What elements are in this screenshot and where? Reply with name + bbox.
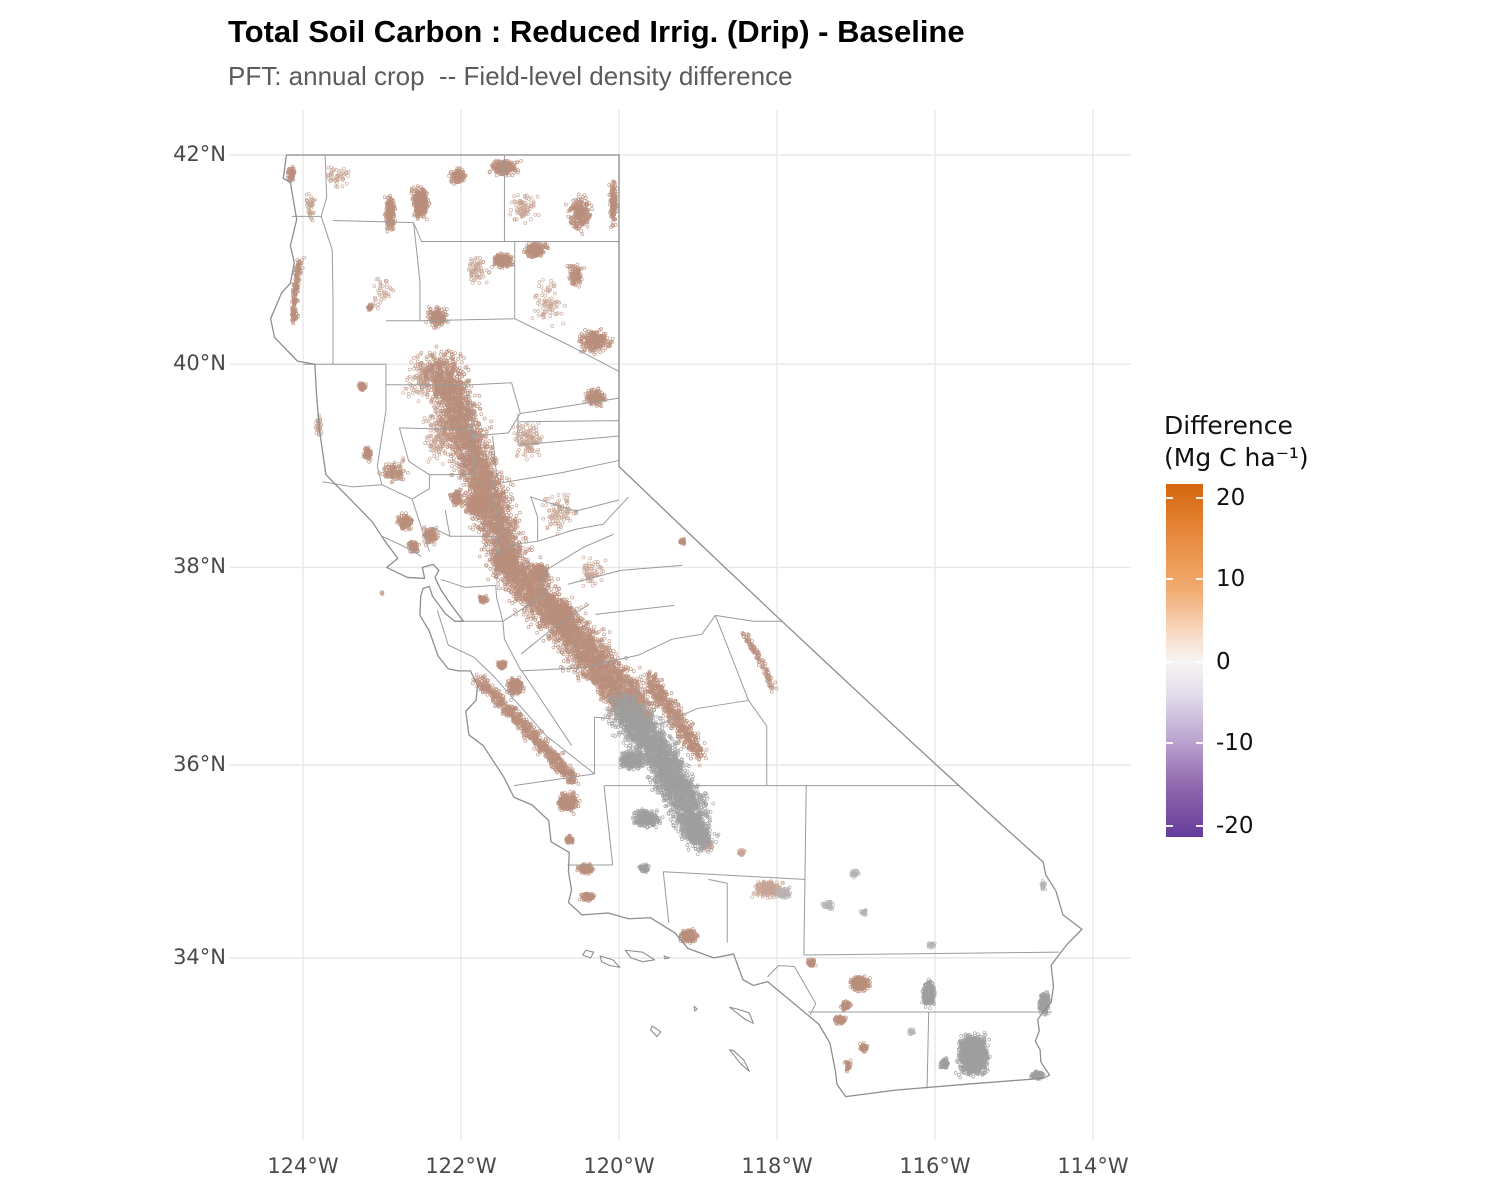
colorbar-tick [1166, 742, 1173, 744]
plot-title: Total Soil Carbon : Reduced Irrig. (Drip… [228, 14, 965, 49]
y-tick-label: 36°N [173, 752, 226, 777]
legend-unit: (Mg C ha⁻¹) [1164, 443, 1309, 472]
colorbar [1166, 484, 1203, 837]
colorbar-tick-label: 10 [1216, 566, 1246, 592]
x-tick-label: 122°W [425, 1154, 497, 1178]
y-tick-label: 42°N [173, 142, 226, 166]
colorbar-tick [1166, 497, 1173, 499]
colorbar-tick-label: 20 [1216, 485, 1246, 511]
colorbar-tick-label: -10 [1216, 730, 1254, 756]
x-tick-label: 120°W [583, 1154, 655, 1178]
y-tick-label: 34°N [173, 944, 226, 969]
colorbar-tick [1196, 825, 1203, 827]
colorbar-tick-label: 0 [1216, 649, 1231, 675]
colorbar-tick [1196, 497, 1203, 499]
colorbar-tick [1166, 578, 1173, 580]
x-tick-label: 116°W [899, 1154, 971, 1178]
y-tick-label: 38°N [173, 554, 226, 579]
colorbar-tick [1166, 661, 1173, 663]
x-tick-label: 118°W [741, 1154, 813, 1178]
colorbar-tick [1196, 661, 1203, 663]
legend-title-line1: Difference [1164, 411, 1293, 440]
x-tick-label: 114°W [1057, 1154, 1129, 1178]
colorbar-tick [1166, 825, 1173, 827]
colorbar-tick [1196, 578, 1203, 580]
y-tick-label: 40°N [173, 351, 226, 376]
colorbar-tick-label: -20 [1216, 813, 1254, 839]
colorbar-tick [1196, 742, 1203, 744]
plot-subtitle: PFT: annual crop -- Field-level density … [228, 61, 793, 91]
legend-title: Difference (Mg C ha⁻¹) [1164, 410, 1309, 474]
x-tick-label: 124°W [267, 1154, 339, 1178]
